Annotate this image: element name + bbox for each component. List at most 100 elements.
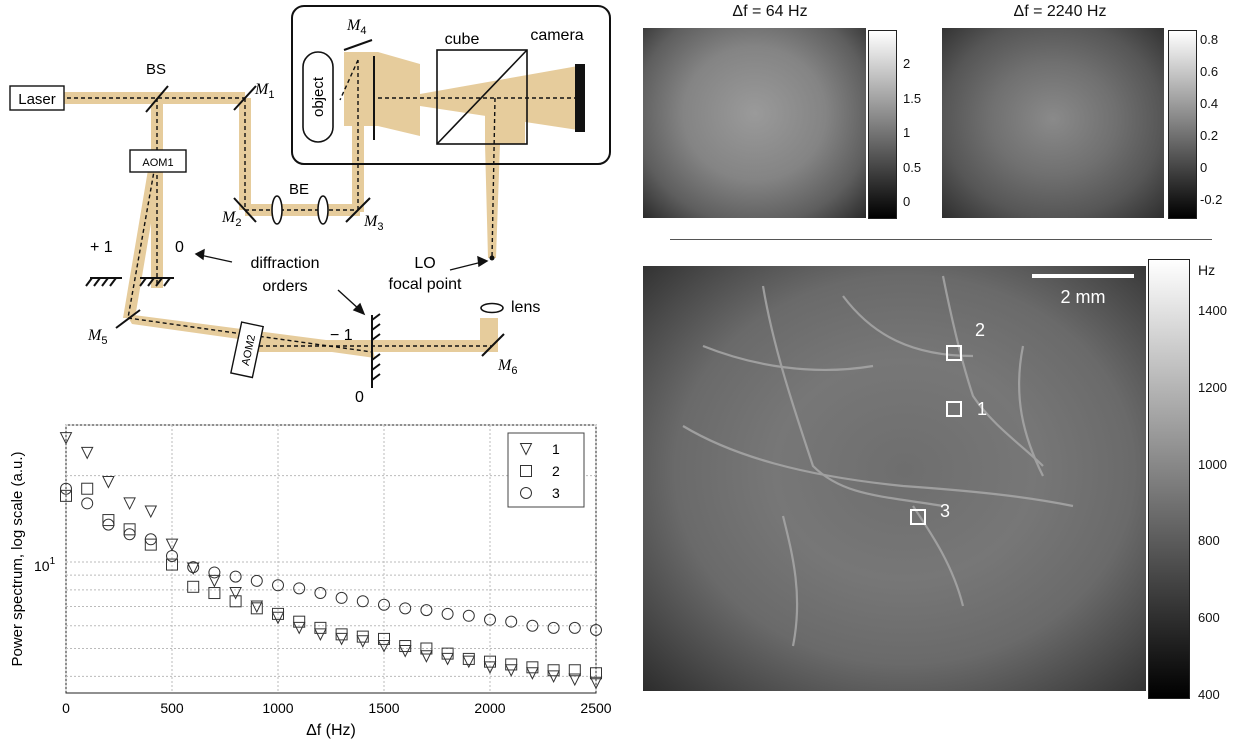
- chart-x-tick-label: 500: [160, 700, 184, 716]
- plus1-label: + 1: [90, 239, 113, 256]
- colorbar-left-tick: 1: [903, 125, 911, 140]
- laser-box: [9, 85, 65, 111]
- chart-point-series-3: [590, 623, 602, 636]
- separator-line: [670, 239, 1212, 240]
- chart-x-tick-label: 1000: [262, 700, 293, 716]
- chart-point-series-1: [420, 650, 433, 663]
- chart-point-series-3: [526, 619, 539, 632]
- chart-marks: [59, 432, 603, 690]
- chart-point-series-2: [123, 523, 136, 536]
- colorbar-left-tick: 0: [903, 194, 911, 209]
- beam-splitter-cube: [436, 49, 528, 145]
- chart-point-series-1: [335, 632, 348, 646]
- chart-point-series-3: [462, 609, 475, 622]
- chart-point-series-3: [123, 528, 136, 541]
- colorbar-main-tick: 1400: [1198, 303, 1227, 318]
- chart-point-series-2: [187, 580, 200, 593]
- chart-point-series-1: [80, 446, 94, 460]
- scale-bar-label: 2 mm: [1060, 287, 1106, 307]
- colorbar-left-tick: 1.5: [903, 90, 922, 106]
- chart-point-series-2: [208, 587, 221, 600]
- chart-point-series-2: [399, 640, 412, 653]
- map-image-right: [942, 28, 1164, 218]
- lo-label: LO: [414, 255, 435, 272]
- power-spectrum-chart: 0 500 1000 1500 2000 2500 101 Power spectrum,…: [9, 424, 612, 739]
- chart-point-series-3: [60, 482, 72, 495]
- chart-point-series-1: [547, 670, 560, 683]
- colorbar-main-tick: 1000: [1198, 456, 1227, 472]
- chart-point-series-3: [568, 621, 581, 634]
- legend-marker-2: [520, 465, 532, 477]
- zero-a-label: 0: [175, 239, 184, 256]
- colorbar-right: [1168, 30, 1197, 219]
- chart-point-series-3: [547, 621, 560, 634]
- chart-point-series-2: [166, 558, 178, 571]
- chart-point-series-2: [60, 489, 72, 502]
- chart-point-series-1: [59, 432, 73, 445]
- chart-point-series-3: [505, 615, 518, 628]
- chart-point-series-2: [272, 607, 284, 620]
- colorbar-right-tick: 0.6: [1200, 64, 1219, 79]
- chart-point-series-3: [378, 598, 390, 611]
- colorbar-main-tick: 1200: [1198, 379, 1227, 395]
- m4-label: M4: [346, 17, 366, 37]
- camera-label: camera: [530, 27, 583, 44]
- m2-label: M2: [221, 209, 241, 229]
- colorbar-main: [1148, 259, 1190, 699]
- colorbar-right-tick: 0.2: [1200, 128, 1219, 143]
- chart-point-series-1: [568, 673, 582, 687]
- object-box: [302, 51, 334, 143]
- colorbar-left-tick: 0.5: [903, 159, 922, 175]
- chart-point-series-2: [229, 595, 242, 608]
- chart-point-series-3: [144, 533, 157, 546]
- be-label: BE: [289, 181, 309, 198]
- colorbar-main-unit: Hz: [1198, 262, 1216, 278]
- chart-point-series-2: [102, 514, 115, 527]
- chart-point-series-2: [526, 661, 539, 674]
- chart-point-series-3: [420, 604, 433, 617]
- scale-bar: [1032, 274, 1134, 278]
- orders-label: orders: [262, 278, 307, 295]
- optical-setup-diagram: Laser BS M1 M2 M3 M4 M5 M6 AOM1 AOM2 BE …: [9, 5, 611, 405]
- chart-point-series-2: [590, 667, 602, 680]
- chart-point-series-1: [208, 574, 221, 588]
- roi-label-2: 2: [975, 320, 986, 340]
- lenses: [271, 195, 504, 314]
- chart-x-tick-label: 1500: [368, 700, 399, 716]
- chart-point-series-3: [314, 587, 327, 600]
- chart-point-series-2: [314, 621, 327, 634]
- colorbar-left-tick: 2: [903, 56, 911, 71]
- chart-point-series-3: [102, 518, 115, 531]
- map-title-left: Δf = 64 Hz: [732, 3, 808, 20]
- chart-legend: 1 2 3: [507, 432, 585, 508]
- chart-point-series-2: [293, 615, 306, 628]
- chart-point-series-1: [314, 628, 327, 641]
- roi-box-1: [946, 401, 962, 417]
- chart-point-series-3: [81, 497, 94, 510]
- lo-focal-point: [489, 255, 495, 261]
- chart-point-series-2: [484, 655, 496, 668]
- m1-label: M1: [254, 81, 274, 101]
- chart-point-series-1: [165, 538, 179, 552]
- legend-label-3: 3: [552, 485, 560, 501]
- chart-point-series-1: [229, 587, 242, 600]
- chart-x-tick-label: 2500: [580, 700, 611, 716]
- chart-point-series-1: [356, 635, 370, 648]
- legend-marker-3: [520, 487, 532, 499]
- chart-point-series-1: [398, 645, 412, 658]
- chart-point-series-1: [123, 497, 136, 511]
- chart-point-series-2: [144, 538, 157, 551]
- main-map-image: [643, 266, 1146, 691]
- chart-point-series-2: [505, 658, 518, 671]
- chart-point-series-2: [335, 628, 348, 641]
- colorbar-right-tick: 0.4: [1200, 96, 1219, 111]
- colorbar-main-tick: 800: [1198, 533, 1220, 549]
- chart-point-series-3: [208, 566, 221, 579]
- vessel-overlay: [682, 275, 1074, 647]
- mirrors: [115, 39, 505, 357]
- legend-marker-1: [519, 443, 533, 456]
- m3-label: M3: [363, 213, 383, 233]
- chart-point-series-2: [378, 632, 390, 645]
- colorbar-main-tick: 400: [1198, 687, 1220, 702]
